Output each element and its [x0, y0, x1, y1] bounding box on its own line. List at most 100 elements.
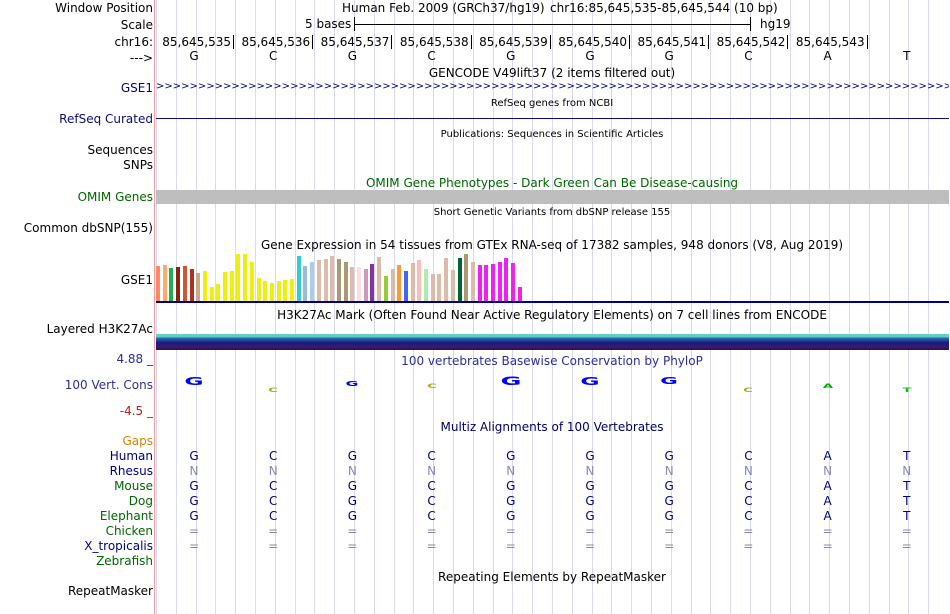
gtex-tissue-bar[interactable] [256, 278, 261, 301]
gtex-tissue-bar[interactable] [491, 264, 495, 301]
publications-label-line1[interactable]: Sequences [87, 143, 153, 157]
gtex-tissue-bar[interactable] [176, 267, 181, 301]
omim-feature-bar[interactable] [156, 190, 949, 204]
species-label[interactable]: Chicken [105, 524, 153, 538]
gtex-tissue-bar[interactable] [296, 256, 301, 301]
gtex-tissue-bar[interactable] [511, 263, 516, 301]
species-label[interactable]: Elephant [99, 509, 153, 523]
gtex-tissue-bar[interactable] [330, 256, 335, 301]
species-label[interactable]: Rhesus [109, 464, 153, 478]
gtex-tissue-bar[interactable] [283, 280, 288, 301]
phylop-base-logo[interactable]: T [902, 387, 912, 394]
gtex-tissue-bar[interactable] [336, 259, 341, 301]
phylop-base-logo[interactable]: G [345, 379, 359, 389]
gtex-tissue-bar[interactable] [383, 276, 388, 301]
h3k27ac-track-title[interactable]: H3K27Ac Mark (Often Found Near Active Re… [277, 308, 827, 322]
gtex-tissue-bar[interactable] [477, 265, 482, 301]
refseq-track-title[interactable]: RefSeq genes from NCBI [490, 98, 614, 109]
gtex-tissue-bar[interactable] [323, 259, 328, 301]
gtex-expression-chart[interactable] [156, 252, 536, 301]
phylop-base-logo[interactable]: C [268, 387, 279, 394]
species-label[interactable]: Gaps [122, 434, 153, 448]
gtex-track-title[interactable]: Gene Expression in 54 tissues from GTEx … [260, 238, 844, 252]
species-label[interactable]: Dog [128, 494, 153, 508]
phylop-base-logo[interactable]: G [500, 374, 522, 389]
repeatmasker-track-title[interactable]: Repeating Elements by RepeatMasker [438, 570, 666, 584]
gtex-tissue-bar[interactable] [343, 262, 348, 301]
gtex-tissue-bar[interactable] [470, 262, 475, 301]
gtex-tissue-bar[interactable] [350, 267, 355, 301]
gtex-tissue-bar[interactable] [243, 254, 248, 301]
gtex-tissue-bar[interactable] [156, 266, 160, 301]
h3k27ac-track-label[interactable]: Layered H3K27Ac [46, 322, 153, 336]
gtex-tissue-bar[interactable] [290, 279, 294, 301]
gtex-tissue-bar[interactable] [269, 283, 274, 301]
dbsnp-track-label[interactable]: Common dbSNP(155) [23, 221, 153, 235]
gtex-tissue-bar[interactable] [223, 272, 227, 301]
gtex-tissue-bar[interactable] [390, 269, 395, 301]
gtex-tissue-bar[interactable] [169, 268, 174, 301]
gtex-tissue-bar[interactable] [263, 281, 268, 301]
gtex-tissue-bar[interactable] [464, 254, 469, 301]
gtex-tissue-bar[interactable] [216, 284, 221, 301]
gtex-tissue-bar[interactable] [410, 263, 415, 301]
phylop-base-logo[interactable]: C [743, 387, 754, 394]
gtex-tissue-bar[interactable] [444, 258, 449, 301]
gtex-tissue-bar[interactable] [363, 269, 368, 301]
gtex-tissue-bar[interactable] [397, 265, 402, 301]
conservation-track-title[interactable]: 100 vertebrates Basewise Conservation by… [401, 354, 703, 368]
species-label[interactable]: X_tropicalis [84, 539, 153, 553]
phylop-base-logo[interactable]: G [184, 375, 204, 389]
gtex-tissue-bar[interactable] [484, 265, 489, 301]
gtex-track-label[interactable]: GSE1 [120, 273, 153, 287]
gtex-tissue-bar[interactable] [209, 287, 214, 301]
gtex-tissue-bar[interactable] [437, 274, 442, 301]
gencode-item-label[interactable]: GSE1 [120, 81, 153, 95]
gtex-tissue-bar[interactable] [377, 257, 382, 301]
gtex-tissue-bar[interactable] [357, 267, 361, 301]
gtex-tissue-bar[interactable] [450, 270, 455, 301]
gtex-tissue-bar[interactable] [370, 264, 375, 301]
phylop-base-logo[interactable]: C [426, 383, 437, 390]
gtex-tissue-bar[interactable] [162, 265, 167, 301]
gtex-tissue-bar[interactable] [504, 258, 509, 301]
gtex-tissue-bar[interactable] [249, 262, 254, 301]
species-label[interactable]: Mouse [114, 479, 153, 493]
refseq-track-label[interactable]: RefSeq Curated [59, 112, 153, 126]
track-image[interactable] [155, 0, 950, 614]
gtex-tissue-bar[interactable] [229, 271, 234, 301]
gtex-tissue-bar[interactable] [276, 281, 281, 301]
gtex-tissue-bar[interactable] [310, 262, 315, 301]
h3k27ac-signal[interactable] [156, 334, 949, 350]
gtex-tissue-bar[interactable] [403, 271, 408, 301]
gtex-tissue-bar[interactable] [430, 274, 435, 301]
gtex-tissue-bar[interactable] [457, 258, 462, 301]
phylop-base-logo[interactable]: G [660, 376, 678, 388]
gtex-tissue-bar[interactable] [196, 273, 201, 301]
refseq-gene-line[interactable] [156, 118, 949, 119]
gtex-tissue-bar[interactable] [424, 269, 428, 301]
gtex-tissue-bar[interactable] [417, 260, 422, 301]
phylop-base-logo[interactable]: G [580, 375, 600, 389]
gencode-track-title[interactable]: GENCODE V49lift37 (2 items filtered out) [428, 66, 676, 80]
gtex-tissue-bar[interactable] [517, 287, 522, 301]
publications-label-line2[interactable]: SNPs [123, 158, 153, 172]
conservation-track-label[interactable]: 100 Vert. Cons [64, 378, 153, 392]
species-label[interactable]: Human [109, 449, 153, 463]
multiz-track-title[interactable]: Multiz Alignments of 100 Vertebrates [440, 420, 664, 434]
species-label[interactable]: Zebrafish [96, 554, 153, 568]
omim-track-title[interactable]: OMIM Gene Phenotypes - Dark Green Can Be… [365, 176, 739, 190]
gtex-tissue-bar[interactable] [303, 266, 308, 301]
omim-track-label[interactable]: OMIM Genes [77, 190, 153, 204]
gtex-tissue-bar[interactable] [497, 262, 502, 301]
repeatmasker-track-label[interactable]: RepeatMasker [67, 584, 153, 598]
gencode-gene-feature[interactable]: >>>>>>>>>>>>>>>>>>>>>>>>>>>>>>>>>>>>>>>>… [156, 83, 949, 91]
gtex-tissue-bar[interactable] [316, 260, 321, 301]
gtex-tissue-bar[interactable] [182, 266, 187, 301]
gtex-tissue-bar[interactable] [236, 254, 241, 301]
publications-track-title[interactable]: Publications: Sequences in Scientific Ar… [440, 129, 664, 140]
phylop-base-logo[interactable]: A [822, 383, 833, 390]
dbsnp-track-title[interactable]: Short Genetic Variants from dbSNP releas… [433, 207, 671, 218]
gtex-tissue-bar[interactable] [202, 271, 207, 301]
gtex-tissue-bar[interactable] [189, 269, 194, 301]
